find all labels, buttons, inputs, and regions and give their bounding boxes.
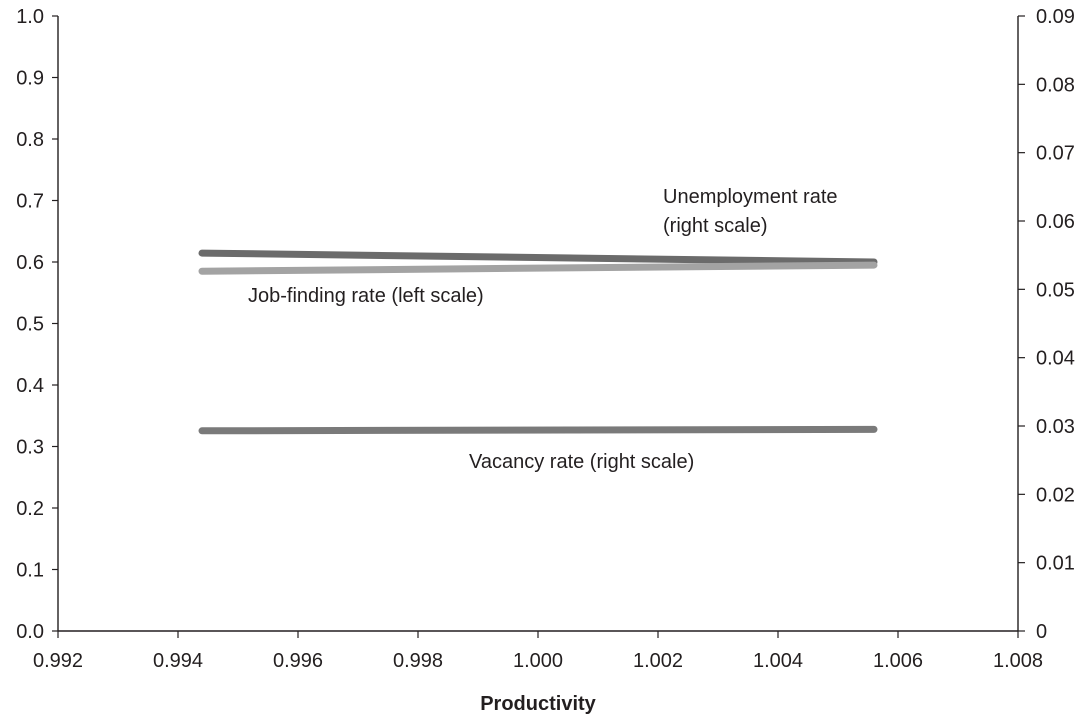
right-y-axis-ticks: 0 0.01 0.02 0.03 0.04 0.05 0.06 0.07 0.08 0.09 — [1018, 6, 1075, 643]
left-y-tick-label: 0.4 — [16, 375, 44, 397]
left-y-tick-label: 1.0 — [16, 6, 44, 28]
left-y-tick-label: 0.5 — [16, 314, 44, 336]
left-y-tick-label: 0.3 — [16, 437, 44, 459]
jobfinding-series-line — [198, 261, 878, 275]
left-y-axis-ticks: 0.0 0.1 0.2 0.3 0.4 0.5 0.6 0.7 0.8 0.9 1.0 — [16, 6, 58, 643]
x-axis-ticks: 0.992 0.994 0.996 0.998 1.000 1.002 1.004 1.006… — [33, 631, 1043, 672]
left-y-tick-label: 0.1 — [16, 560, 44, 582]
right-y-tick-label: 0.05 — [1036, 279, 1075, 301]
x-axis-title: Productivity — [480, 693, 596, 715]
right-y-tick-label: 0.07 — [1036, 143, 1075, 165]
x-tick-label: 0.998 — [393, 650, 443, 672]
right-y-tick-label: 0.02 — [1036, 484, 1075, 506]
x-tick-label: 1.008 — [993, 650, 1043, 672]
x-tick-label: 1.000 — [513, 650, 563, 672]
unemployment-series-line — [198, 249, 878, 266]
x-tick-label: 1.004 — [753, 650, 803, 672]
unemployment-annotation-line1: Unemployment rate — [663, 186, 838, 208]
right-y-tick-label: 0.03 — [1036, 416, 1075, 438]
left-y-tick-label: 0.0 — [16, 621, 44, 643]
x-tick-label: 0.994 — [153, 650, 203, 672]
x-tick-label: 0.996 — [273, 650, 323, 672]
left-y-tick-label: 0.2 — [16, 498, 44, 520]
right-y-tick-label: 0.01 — [1036, 553, 1075, 575]
vacancy-series-line — [198, 425, 878, 435]
left-y-tick-label: 0.6 — [16, 252, 44, 274]
jobfinding-annotation: Job-finding rate (left scale) — [248, 285, 484, 307]
unemployment-annotation-line2: (right scale) — [663, 215, 767, 237]
vacancy-annotation: Vacancy rate (right scale) — [469, 451, 694, 473]
right-y-tick-label: 0.08 — [1036, 74, 1075, 96]
right-y-tick-label: 0 — [1036, 621, 1047, 643]
right-y-tick-label: 0.06 — [1036, 211, 1075, 233]
left-y-tick-label: 0.9 — [16, 68, 44, 90]
right-y-tick-label: 0.09 — [1036, 6, 1075, 28]
left-y-tick-label: 0.8 — [16, 129, 44, 151]
series-layer — [198, 249, 878, 435]
chart-axes — [57, 16, 1019, 632]
x-tick-label: 1.006 — [873, 650, 923, 672]
x-tick-label: 0.992 — [33, 650, 83, 672]
x-tick-label: 1.002 — [633, 650, 683, 672]
left-y-tick-label: 0.7 — [16, 191, 44, 213]
right-y-tick-label: 0.04 — [1036, 348, 1075, 370]
